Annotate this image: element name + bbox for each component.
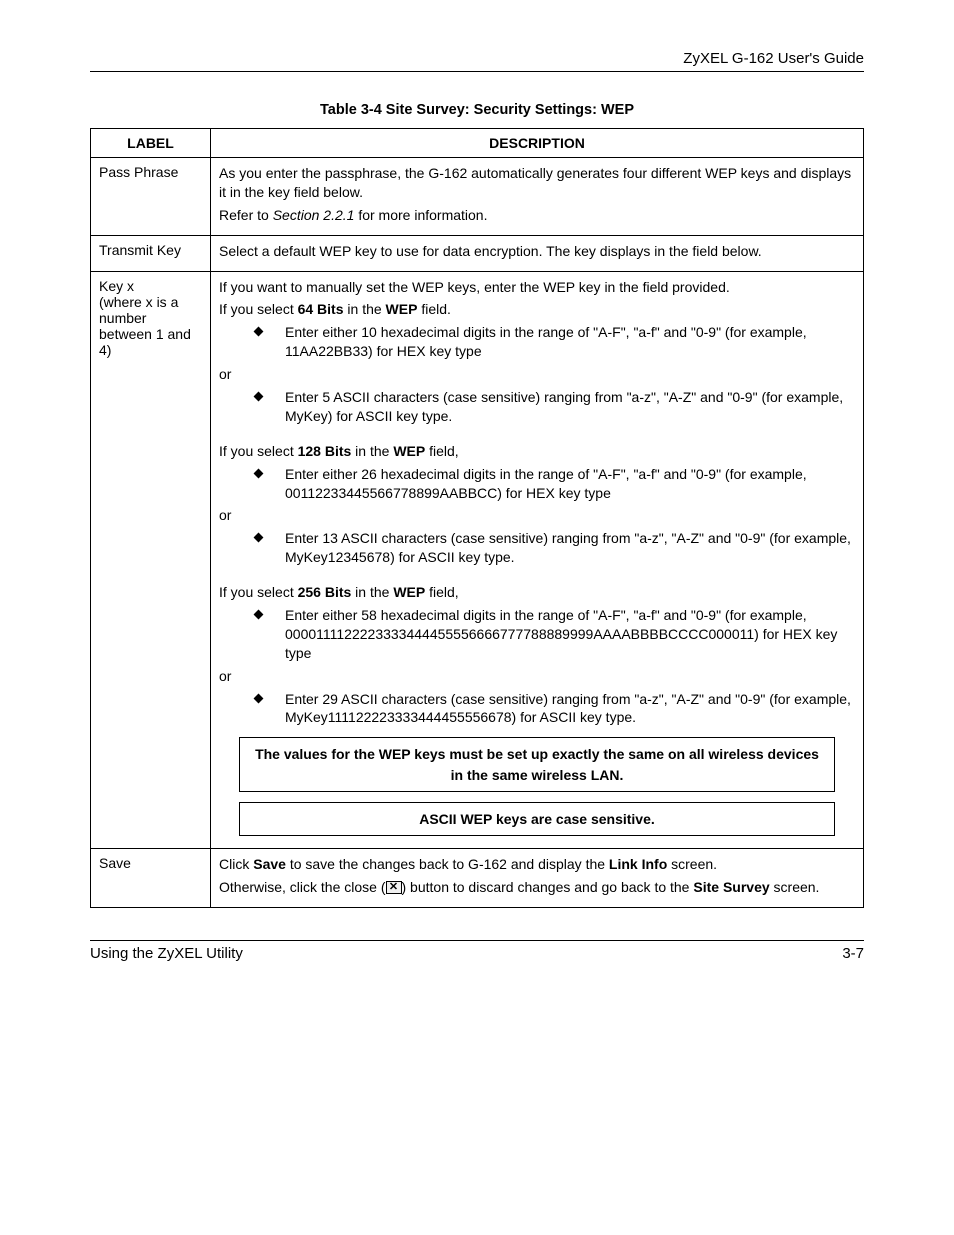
text: to save the changes back to G-162 and di…: [286, 856, 609, 872]
label-key-x: Key x (where x is a number between 1 and…: [91, 271, 211, 849]
wep-label: WEP: [393, 443, 425, 459]
wep-label: WEP: [393, 584, 425, 600]
bullet-list: Enter either 26 hexadecimal digits in th…: [219, 465, 855, 503]
label-save: Save: [91, 849, 211, 908]
link-info-bold: Link Info: [609, 856, 667, 872]
list-item: Enter either 58 hexadecimal digits in th…: [267, 606, 855, 663]
desc-key-x: If you want to manually set the WEP keys…: [211, 271, 864, 849]
section-ref: Section 2.2.1: [273, 207, 355, 223]
site-survey-bold: Site Survey: [693, 879, 769, 895]
text: ) button to discard changes and go back …: [402, 879, 694, 895]
page-header: ZyXEL G-162 User's Guide: [90, 50, 864, 72]
save-bold: Save: [253, 856, 286, 872]
list-item: Enter either 26 hexadecimal digits in th…: [267, 465, 855, 503]
text: If you select: [219, 584, 298, 600]
bullet-list: Enter 29 ASCII characters (case sensitiv…: [219, 690, 855, 728]
footer-left: Using the ZyXEL Utility: [90, 945, 243, 962]
or-text: or: [219, 365, 855, 384]
text: field,: [425, 584, 458, 600]
table-row: Transmit Key Select a default WEP key to…: [91, 235, 864, 271]
bits-128: 128 Bits: [298, 443, 352, 459]
desc-save: Click Save to save the changes back to G…: [211, 849, 864, 908]
list-item: Enter 13 ASCII characters (case sensitiv…: [267, 529, 855, 567]
close-icon: ✕: [386, 881, 402, 894]
table-caption: Table 3-4 Site Survey: Security Settings…: [90, 102, 864, 118]
label-transmit-key: Transmit Key: [91, 235, 211, 271]
bits-64: 64 Bits: [298, 301, 344, 317]
note-box-2: ASCII WEP keys are case sensitive.: [239, 802, 835, 836]
transmit-key-desc: Select a default WEP key to use for data…: [219, 242, 855, 261]
note-box-1: The values for the WEP keys must be set …: [239, 737, 835, 792]
text: If you select: [219, 443, 298, 459]
save-line2: Otherwise, click the close (✕) button to…: [219, 878, 855, 897]
keyx-128-select: If you select 128 Bits in the WEP field,: [219, 442, 855, 461]
pass-phrase-line1: As you enter the passphrase, the G-162 a…: [219, 164, 855, 202]
bullet-list: Enter 13 ASCII characters (case sensitiv…: [219, 529, 855, 567]
table-row: Key x (where x is a number between 1 and…: [91, 271, 864, 849]
text: in the: [351, 584, 393, 600]
list-item: Enter either 10 hexadecimal digits in th…: [267, 323, 855, 361]
bits-256: 256 Bits: [298, 584, 352, 600]
save-line1: Click Save to save the changes back to G…: [219, 855, 855, 874]
table-row: Save Click Save to save the changes back…: [91, 849, 864, 908]
desc-pass-phrase: As you enter the passphrase, the G-162 a…: [211, 158, 864, 236]
keyx-intro: If you want to manually set the WEP keys…: [219, 278, 855, 297]
bullet-list: Enter 5 ASCII characters (case sensitive…: [219, 388, 855, 426]
list-item: Enter 5 ASCII characters (case sensitive…: [267, 388, 855, 426]
table-row: Pass Phrase As you enter the passphrase,…: [91, 158, 864, 236]
text: Refer to: [219, 207, 273, 223]
pass-phrase-line2: Refer to Section 2.2.1 for more informat…: [219, 206, 855, 225]
guide-title: ZyXEL G-162 User's Guide: [90, 50, 864, 67]
text: in the: [344, 301, 386, 317]
footer-page-number: 3-7: [842, 945, 864, 962]
bullet-list: Enter either 10 hexadecimal digits in th…: [219, 323, 855, 361]
label-pass-phrase: Pass Phrase: [91, 158, 211, 236]
text: for more information.: [354, 207, 487, 223]
text: in the: [351, 443, 393, 459]
settings-table: LABEL DESCRIPTION Pass Phrase As you ent…: [90, 128, 864, 908]
bullet-list: Enter either 58 hexadecimal digits in th…: [219, 606, 855, 663]
keyx-64-select: If you select 64 Bits in the WEP field.: [219, 300, 855, 319]
or-text: or: [219, 506, 855, 525]
col-header-label: LABEL: [91, 129, 211, 158]
text: Click: [219, 856, 253, 872]
wep-label: WEP: [386, 301, 418, 317]
desc-transmit-key: Select a default WEP key to use for data…: [211, 235, 864, 271]
text: screen.: [667, 856, 717, 872]
list-item: Enter 29 ASCII characters (case sensitiv…: [267, 690, 855, 728]
or-text: or: [219, 667, 855, 686]
text: field,: [425, 443, 458, 459]
page: ZyXEL G-162 User's Guide Table 3-4 Site …: [0, 0, 954, 1235]
text: screen.: [770, 879, 820, 895]
text: If you select: [219, 301, 298, 317]
table-header-row: LABEL DESCRIPTION: [91, 129, 864, 158]
text: Otherwise, click the close (: [219, 879, 386, 895]
col-header-description: DESCRIPTION: [211, 129, 864, 158]
keyx-256-select: If you select 256 Bits in the WEP field,: [219, 583, 855, 602]
text: field.: [417, 301, 450, 317]
page-footer: Using the ZyXEL Utility 3-7: [90, 940, 864, 962]
